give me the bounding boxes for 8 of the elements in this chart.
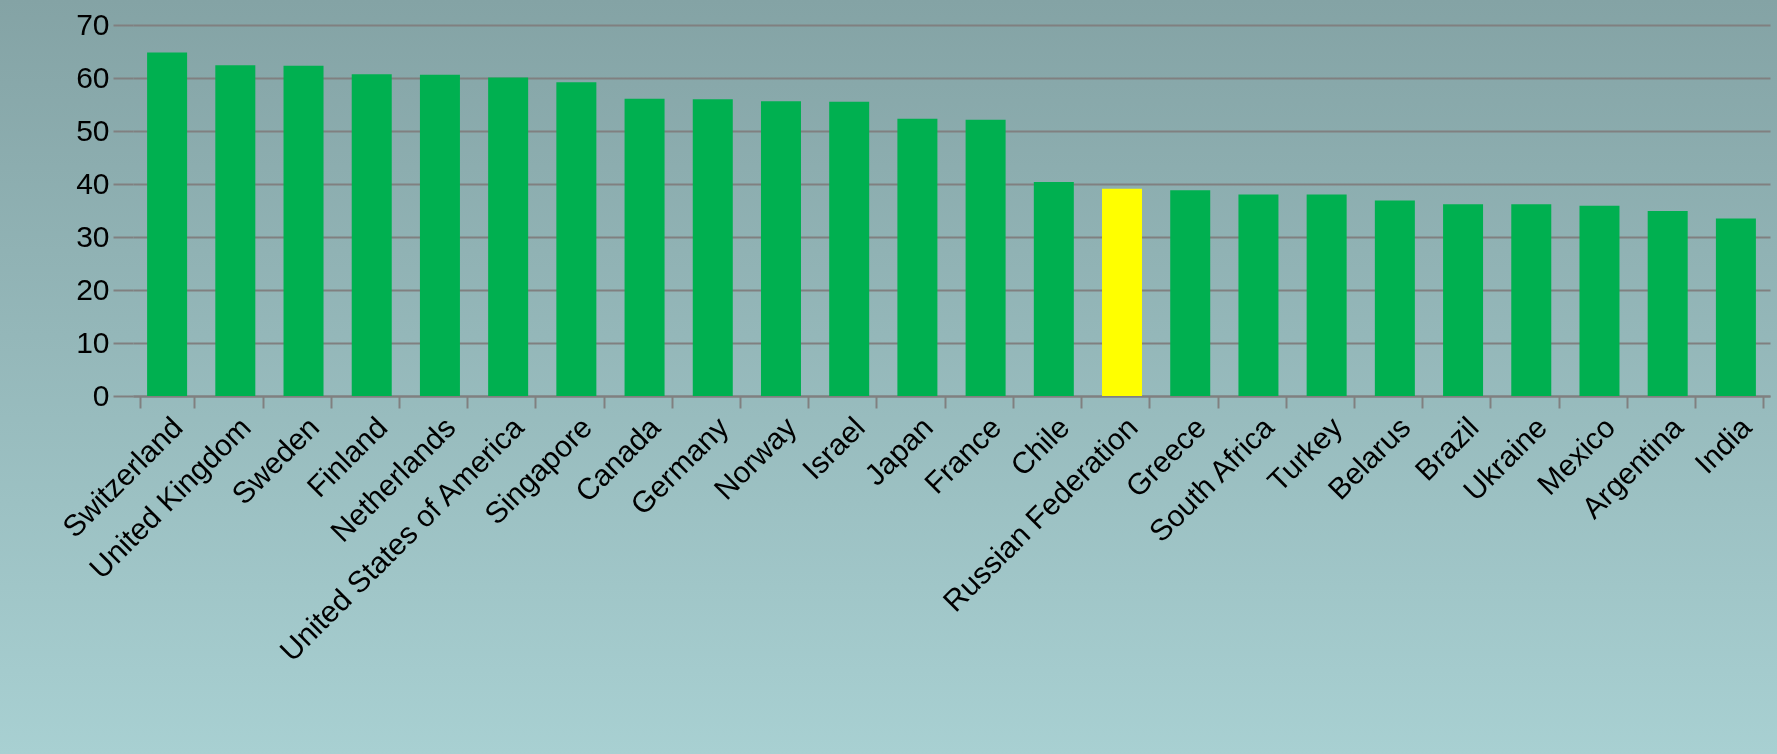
y-tick-label: 0 [92, 378, 110, 412]
y-tick-label: 60 [76, 60, 110, 94]
y-tick-label: 40 [76, 166, 110, 200]
y-tick-label: 30 [76, 219, 110, 253]
y-tick-label: 70 [76, 7, 110, 41]
y-tick-label: 20 [76, 272, 110, 306]
y-tick-label: 50 [76, 113, 110, 147]
y-tick-label: 10 [76, 325, 110, 359]
